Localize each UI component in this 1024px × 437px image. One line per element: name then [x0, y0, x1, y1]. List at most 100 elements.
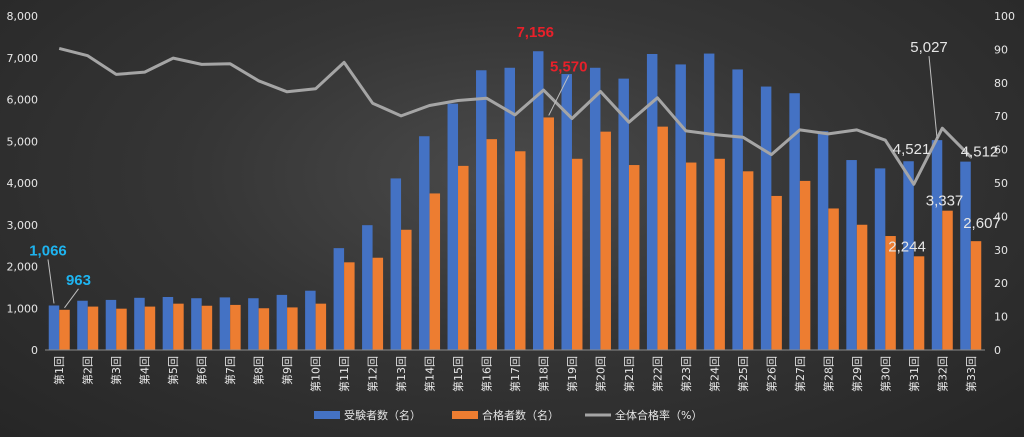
x-tick-label: 第17回 — [508, 356, 522, 392]
x-tick-label: 第29回 — [850, 356, 864, 392]
x-tick-label: 第7回 — [223, 356, 237, 385]
bar-passers — [486, 139, 498, 350]
bar-passers — [942, 210, 953, 350]
x-tick-label: 第8回 — [252, 356, 266, 385]
bars — [48, 51, 982, 351]
bar-examinees — [703, 53, 715, 350]
data-label-annotations: 1,066 963 7,156 5,570 4,521 5,027 4,512 2,244 3,… — [29, 24, 1001, 309]
data-label: 1,066 — [29, 242, 67, 259]
bar-examinees — [618, 78, 629, 350]
x-tick-label: 第27回 — [793, 356, 807, 392]
y-tick-label-right: 30 — [994, 244, 1008, 257]
x-tick-label: 第16回 — [480, 356, 494, 392]
y-tick-label-right: 90 — [994, 43, 1008, 56]
bar-examinees — [276, 294, 288, 350]
legend-swatch — [452, 411, 478, 419]
bar-passers — [771, 195, 782, 350]
data-label: 4,521 — [893, 141, 931, 158]
bar-examinees — [191, 298, 202, 350]
x-tick-label: 第5回 — [166, 356, 180, 385]
data-label: 2,607 — [963, 215, 1001, 232]
legend-item-examinees: 受験者数（名） — [314, 408, 421, 422]
legend-item-pass-rate: 全体合格率（%） — [585, 408, 702, 422]
bar-passers — [401, 229, 412, 350]
y-tick-label-left: 1,000 — [7, 302, 39, 315]
data-label: 5,027 — [910, 39, 948, 56]
x-tick-label: 第32回 — [935, 356, 949, 392]
y-tick-label-left: 3,000 — [7, 219, 39, 232]
rate-line-series — [58, 46, 972, 186]
y-tick-label-right: 100 — [994, 10, 1015, 23]
x-tick-label: 第23回 — [679, 356, 693, 392]
bar-examinees — [362, 225, 373, 350]
bar-passers — [287, 307, 298, 350]
bar-examinees — [134, 297, 145, 350]
legend-swatch — [314, 411, 340, 419]
bar-examinees — [960, 161, 971, 350]
legend-label: 合格者数（名） — [482, 408, 559, 422]
y-tick-label-left: 4,000 — [7, 177, 39, 190]
bar-examinees — [675, 64, 686, 351]
legend: 受験者数（名） 合格者数（名） 全体合格率（%） — [314, 408, 702, 422]
bar-passers — [344, 262, 355, 350]
bar-examinees — [476, 70, 487, 351]
x-tick-label: 第1回 — [52, 356, 66, 385]
x-tick-label: 第24回 — [707, 356, 721, 392]
bar-passers — [600, 131, 611, 350]
x-tick-label: 第31回 — [907, 356, 921, 392]
x-tick-label: 第6回 — [195, 356, 209, 385]
bar-passers — [714, 158, 725, 350]
bar-examinees — [447, 103, 459, 350]
bar-passers — [685, 162, 697, 350]
x-tick-label: 第13回 — [394, 356, 408, 392]
annotation-leader-line — [47, 259, 55, 304]
bar-examinees — [561, 74, 572, 350]
bar-passers — [856, 224, 868, 350]
x-tick-label: 第21回 — [622, 356, 636, 392]
bar-passers — [913, 256, 925, 350]
data-label: 963 — [66, 272, 91, 289]
bar-passers — [970, 241, 982, 350]
bar-examinees — [760, 86, 772, 351]
bar-examinees — [589, 67, 601, 351]
bar-examinees — [646, 53, 658, 351]
x-tick-label: 第14回 — [423, 356, 437, 392]
bar-passers — [885, 236, 896, 350]
bar-examinees — [219, 297, 231, 350]
x-tick-label: 第4回 — [138, 356, 152, 385]
y-tick-label-right: 60 — [994, 144, 1008, 157]
y-tick-label-right: 70 — [994, 110, 1008, 123]
bar-examinees — [817, 131, 829, 350]
bar-examinees — [390, 178, 402, 350]
data-label: 7,156 — [516, 24, 554, 41]
bar-passers — [571, 158, 583, 350]
bar-passers — [657, 126, 668, 350]
bar-passers — [799, 180, 811, 350]
bar-passers — [828, 208, 839, 350]
bar-examinees — [846, 160, 857, 350]
annotation-leader-line — [64, 288, 79, 309]
y-tick-label-right: 10 — [994, 311, 1008, 324]
bar-passers — [59, 309, 70, 350]
bar-examinees — [504, 67, 515, 351]
y-tick-label-left: 0 — [31, 344, 38, 357]
y-axis-right: 0 10 20 30 40 50 60 70 80 90 100 — [994, 10, 1015, 357]
bar-passers — [258, 308, 270, 350]
data-label: 3,337 — [926, 193, 964, 210]
bar-passers — [515, 151, 526, 350]
y-tick-label-right: 40 — [994, 210, 1008, 223]
data-label: 5,570 — [550, 58, 588, 75]
y-tick-label-left: 8,000 — [7, 10, 39, 23]
y-tick-label-left: 6,000 — [7, 94, 39, 107]
bar-passers — [87, 306, 99, 350]
x-tick-label: 第26回 — [764, 356, 778, 392]
x-tick-label: 第33回 — [964, 356, 978, 392]
x-tick-label: 第28回 — [821, 356, 835, 392]
bar-examinees — [248, 298, 259, 350]
y-tick-label-right: 20 — [994, 277, 1008, 290]
bar-passers — [173, 303, 184, 350]
bar-examinees — [419, 136, 430, 350]
bar-examinees — [162, 296, 174, 350]
y-tick-label-right: 50 — [994, 177, 1008, 190]
bar-passers — [230, 304, 241, 350]
